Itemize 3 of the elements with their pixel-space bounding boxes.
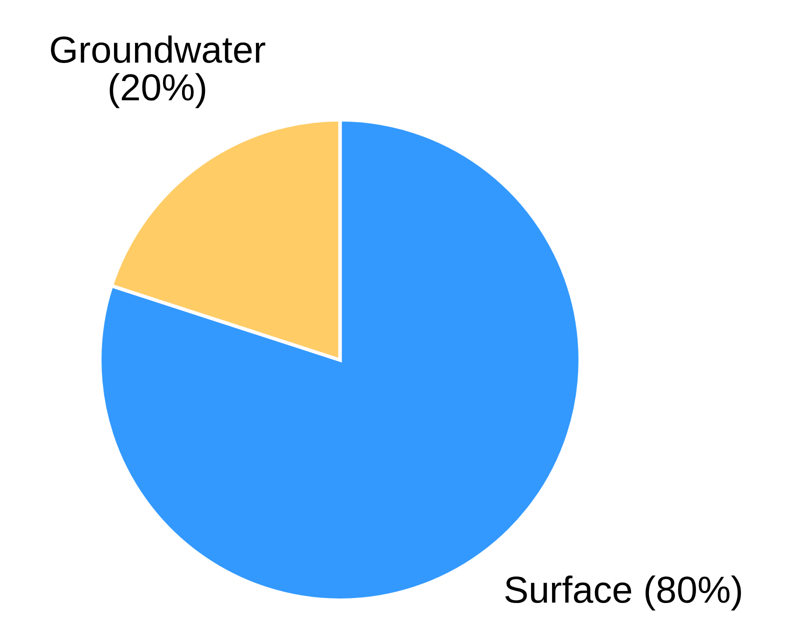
data-label: (20%) <box>110 73 206 108</box>
slice-label: Groundwater <box>50 35 266 63</box>
slice-label: Surface (80%) <box>505 576 741 610</box>
